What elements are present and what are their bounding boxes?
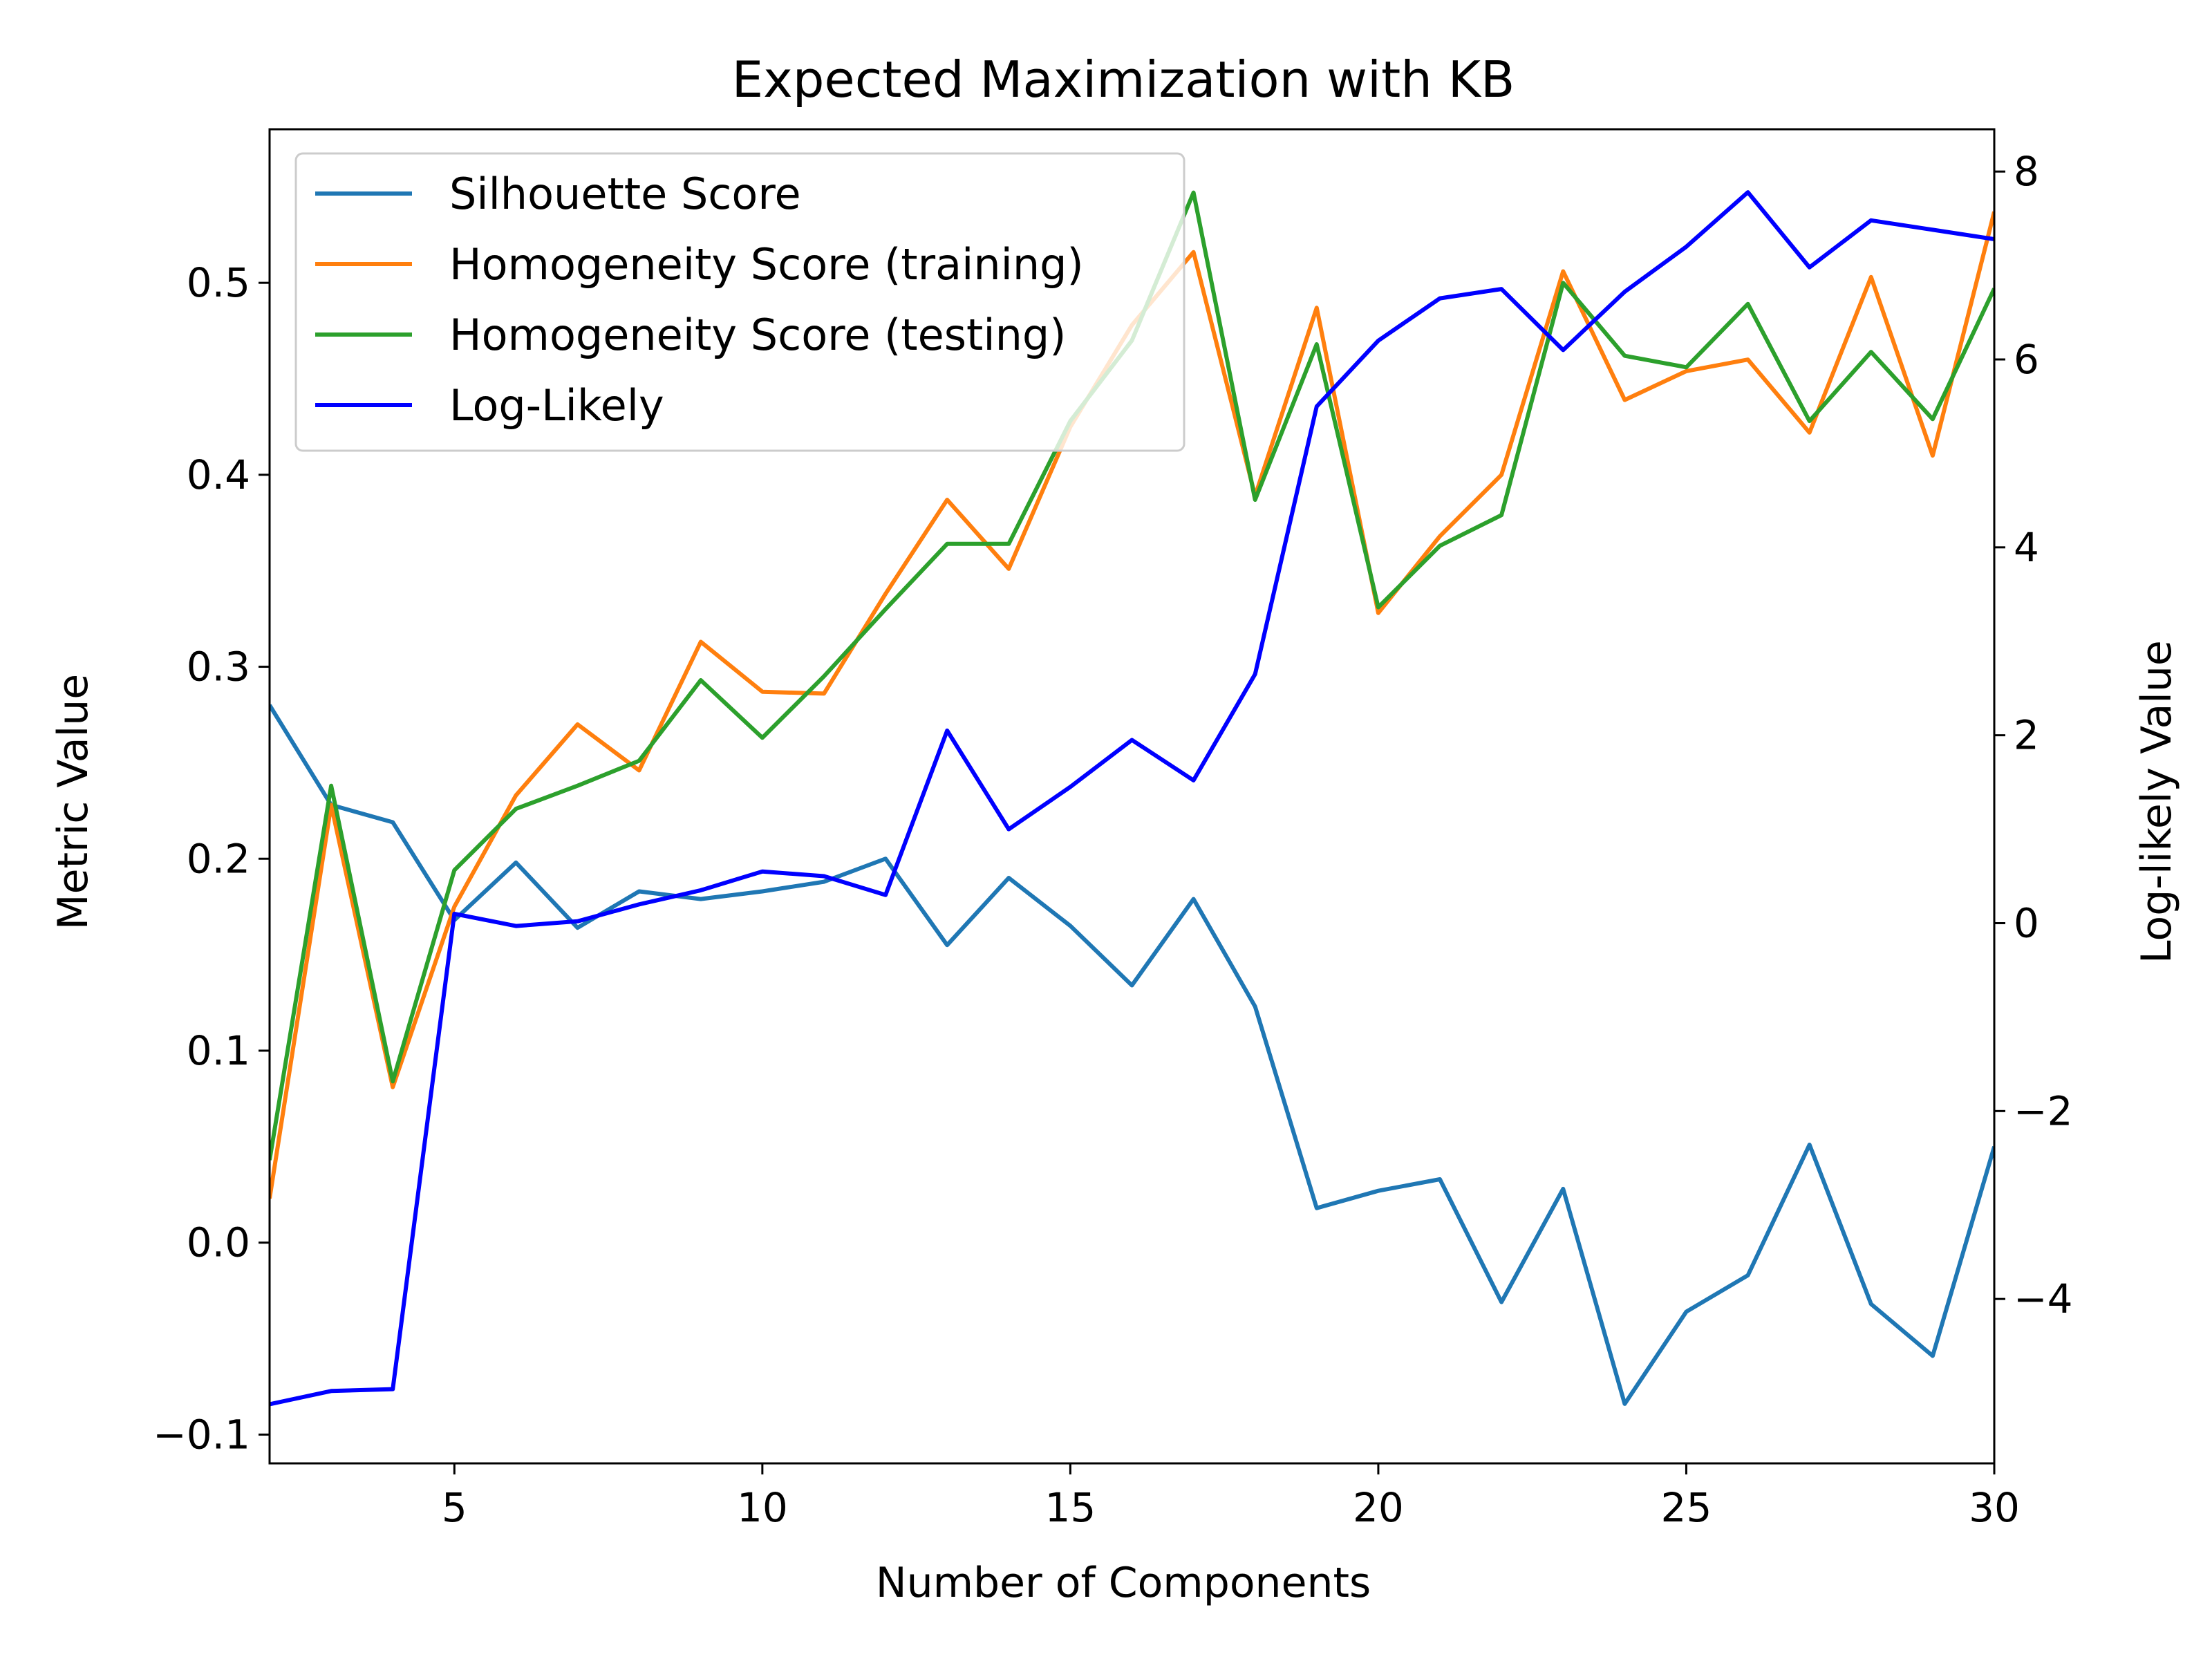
y2-tick-label: 2 [2014, 712, 2039, 759]
y2-tick-label: 4 [2014, 524, 2039, 571]
y2-tick-label: −4 [2014, 1275, 2073, 1322]
legend-label: Homogeneity Score (training) [449, 239, 1084, 290]
y2-tick-label: 8 [2014, 148, 2039, 195]
x-tick-label: 10 [737, 1484, 788, 1531]
series-line-silhouette-score [270, 704, 1994, 1406]
y2-tick-label: −2 [2014, 1087, 2073, 1134]
x-tick-label: 20 [1353, 1484, 1404, 1531]
legend-label: Log-Likely [449, 380, 664, 431]
y-tick-label: 0.1 [187, 1027, 250, 1074]
x-tick-label: 25 [1661, 1484, 1712, 1531]
legend-label: Silhouette Score [449, 169, 801, 219]
y-tick-label: 0.5 [187, 259, 250, 306]
legend-label: Homogeneity Score (testing) [449, 310, 1066, 360]
legend: Silhouette Score Homogeneity Score (train… [294, 152, 1185, 452]
plot-frame [268, 128, 1996, 1465]
y-tick-label: 0.0 [187, 1219, 250, 1266]
y-tick-label: 0.2 [187, 835, 250, 882]
y2-tick-label: 0 [2014, 899, 2039, 946]
y2-axis-label: Log-likely Value [2133, 640, 2181, 964]
y-axis-label: Metric Value [49, 674, 97, 930]
chart-title: Expected Maximization with KB [732, 50, 1515, 109]
y-tick-label: 0.4 [187, 451, 250, 498]
x-tick-label: 15 [1044, 1484, 1096, 1531]
y-tick-label: −0.1 [153, 1411, 250, 1458]
x-axis-label: Number of Components [876, 1559, 1371, 1607]
y-tick-label: 0.3 [187, 644, 250, 691]
x-tick-label: 5 [442, 1484, 467, 1531]
legend-box [294, 152, 1185, 452]
x-tick-label: 30 [1969, 1484, 2020, 1531]
y2-tick-label: 6 [2014, 336, 2039, 383]
series-line-log-likely [270, 190, 1994, 1407]
axes: 5 10 15 20 25 30 −0.1 0.0 0.1 0.2 0.3 0.4 0.5 −4 −2 0 2 4… [153, 128, 2073, 1531]
